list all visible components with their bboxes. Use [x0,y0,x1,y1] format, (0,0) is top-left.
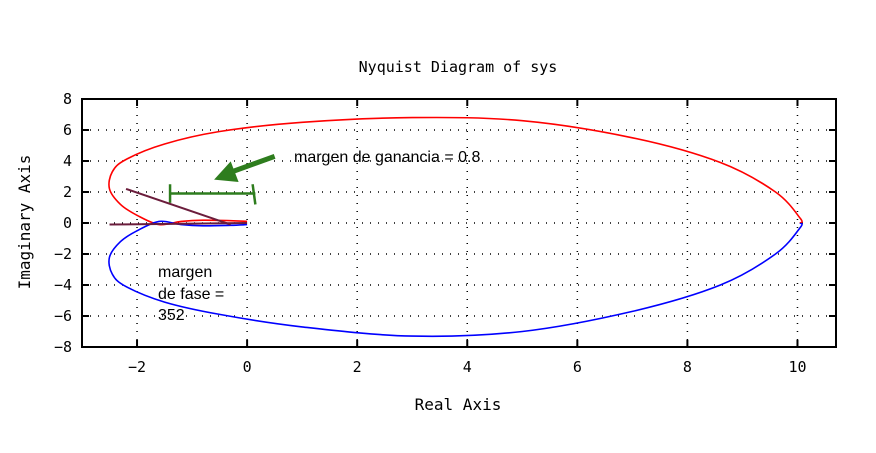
y-tick-label: −4 [54,276,72,294]
gain-margin-bracket-right [251,184,257,205]
x-tick-label: 0 [243,358,252,376]
y-tick-label: 0 [63,214,72,232]
chart-title: Nyquist Diagram of sys [359,58,558,76]
y-tick-label: 6 [63,121,72,139]
ticks: −2 0 2 4 6 8 10 −8 −6 −4 −2 0 2 4 6 8 [54,90,836,376]
x-tick-label: 10 [788,358,806,376]
y-tick-label: 8 [63,90,72,108]
gain-margin-annotation: margen de ganancia = 0.8 [294,149,480,166]
y-tick-label: 4 [63,152,72,170]
x-tick-label: 6 [573,358,582,376]
phase-margin-annotation-line-3: 352 [158,307,185,324]
phase-margin-annotation-line-2: de fase = [158,286,224,303]
x-axis-label: Real Axis [415,395,502,414]
x-tick-label: −2 [128,358,146,376]
phase-margin-annotation-line-1: margen [158,264,212,281]
gain-margin-arrow-head [214,161,239,182]
x-tick-label: 2 [353,358,362,376]
nyquist-curve-positive [108,116,803,226]
y-tick-label: −2 [54,245,72,263]
y-axis-label: Imaginary Axis [15,155,34,290]
y-tick-label: 2 [63,183,72,201]
x-tick-label: 8 [683,358,692,376]
phase-margin-ray [125,187,231,226]
margin-marks [109,153,276,226]
x-tick-label: 4 [463,358,472,376]
nyquist-curve-negative [108,220,803,338]
y-tick-label: −8 [54,338,72,356]
y-tick-label: −6 [54,307,72,325]
